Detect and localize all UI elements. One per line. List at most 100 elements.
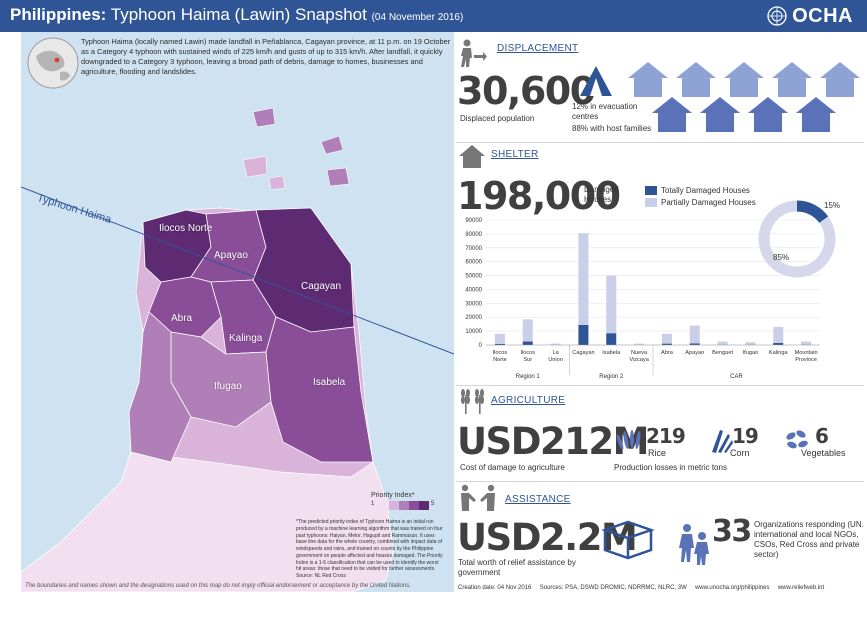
donut-total-pct: 15% bbox=[824, 201, 841, 210]
x-tick-label: La bbox=[552, 350, 559, 356]
map-island-3 bbox=[242, 155, 268, 178]
bar-totally-damaged bbox=[661, 343, 672, 345]
y-tick-label: 90000 bbox=[465, 218, 482, 224]
corn-icon bbox=[712, 430, 733, 453]
priority-legend-title: Priority Index* bbox=[371, 492, 415, 499]
agriculture-heading: AGRICULTURE bbox=[491, 395, 566, 406]
production-losses-label: Production losses in metric tons bbox=[614, 463, 727, 472]
x-tick-label: Apayao bbox=[685, 350, 704, 356]
legend-min-label: 1 bbox=[371, 501, 375, 507]
x-tick-label: Benguet bbox=[712, 350, 733, 356]
y-tick-label: 80000 bbox=[465, 232, 482, 238]
bar-totally-damaged bbox=[494, 343, 505, 345]
displacement-value: 30,600 bbox=[457, 69, 596, 113]
footer-creation-date: Creation date: 04 Nov 2016 bbox=[458, 585, 532, 591]
bar-partially-damaged bbox=[606, 275, 617, 334]
locator-globe-icon bbox=[27, 37, 79, 89]
section-divider bbox=[456, 142, 864, 143]
legend-swatch bbox=[379, 501, 389, 510]
displacement-label: Displaced population bbox=[460, 114, 535, 123]
house-icon bbox=[772, 62, 812, 97]
legend-max-label: 5 bbox=[431, 501, 435, 507]
group-label: Region 1 bbox=[516, 374, 541, 380]
priority-index-map bbox=[21, 107, 454, 592]
evac-centres-text: 12% in evacuation centres bbox=[572, 102, 638, 121]
priority-legend-scale: 1 5 bbox=[371, 501, 437, 510]
typhoon-track-line bbox=[21, 186, 454, 355]
x-tick-label: Norte bbox=[493, 357, 507, 363]
map-island-5 bbox=[268, 175, 286, 191]
province-label-ifugao: Ifugao bbox=[214, 381, 242, 392]
province-label-apayao: Apayao bbox=[214, 250, 248, 261]
legend-total-swatch bbox=[645, 185, 657, 195]
bar-partially-damaged bbox=[634, 343, 645, 345]
bar-partially-damaged bbox=[773, 326, 784, 343]
province-label-cagayan: Cagayan bbox=[301, 281, 342, 292]
assistance-label: Total worth of relief assistance by gove… bbox=[458, 558, 576, 577]
map-zone-south bbox=[21, 451, 394, 592]
y-tick-label: 70000 bbox=[465, 246, 482, 252]
house-icon bbox=[628, 62, 668, 97]
rice-value: 219 bbox=[646, 424, 686, 448]
bar-totally-damaged bbox=[522, 341, 533, 345]
bar-partially-damaged bbox=[578, 233, 589, 325]
bar-totally-damaged bbox=[689, 343, 700, 345]
map-panel: Typhoon Haima (locally named Lawin) made… bbox=[21, 32, 454, 592]
priority-footnote-text: *The predicted priority index of Typhoon… bbox=[296, 519, 443, 573]
y-tick-label: 0 bbox=[479, 343, 483, 349]
map-west-coast bbox=[128, 311, 192, 463]
priority-footnote-source: Source: NL Red Cross bbox=[296, 573, 346, 579]
bar-partially-damaged bbox=[801, 341, 812, 345]
map-disclaimer: The boundaries and names shown and the d… bbox=[25, 583, 411, 589]
province-label-isabela: Isabela bbox=[313, 377, 346, 388]
x-tick-label: Abra bbox=[661, 350, 674, 356]
y-tick-label: 50000 bbox=[465, 274, 482, 280]
section-divider bbox=[456, 385, 864, 386]
footer-link-ocha[interactable]: www.unocha.org/philippines bbox=[695, 585, 770, 591]
person-arrow-icon bbox=[461, 39, 487, 67]
province-label-ilocos-norte: Ilocos Norte bbox=[159, 223, 213, 234]
house-icon bbox=[676, 62, 716, 97]
y-tick-label: 60000 bbox=[465, 260, 482, 266]
organizations-label: Organizations responding (UN. internatio… bbox=[754, 520, 864, 559]
damaged-houses-chart: 0 10000 20000 30000 40000 50000 60000 70000 8000… bbox=[465, 218, 820, 380]
bar-totally-damaged bbox=[606, 333, 617, 345]
y-tick-label: 30000 bbox=[465, 301, 482, 307]
bar-partially-damaged bbox=[550, 343, 561, 345]
house-icon bbox=[748, 97, 788, 132]
section-divider bbox=[456, 481, 864, 482]
title-country: Philippines: bbox=[10, 5, 107, 24]
people-icon bbox=[679, 524, 709, 565]
priority-footnote: *The predicted priority index of Typhoon… bbox=[296, 519, 444, 580]
shelter-label: Damaged Houses bbox=[584, 185, 619, 204]
damage-share-donut bbox=[758, 200, 836, 278]
footer-sources: Sources: PSA, DSWD DROMIC, NDRRMC, NLRC,… bbox=[539, 585, 687, 591]
donut-total-ring bbox=[758, 200, 836, 278]
vegetables-value: 6 bbox=[815, 424, 829, 448]
organizations-count: 33 bbox=[712, 514, 752, 549]
x-tick-label: Vizcaya bbox=[629, 357, 649, 363]
province-label-abra: Abra bbox=[171, 313, 193, 324]
bar-partially-damaged bbox=[689, 325, 700, 344]
house-icon bbox=[796, 97, 836, 132]
shelter-heading: SHELTER bbox=[491, 149, 539, 160]
x-tick-label: Union bbox=[548, 357, 563, 363]
shelter-chart-legend: Totally Damaged Houses Partially Damaged… bbox=[645, 184, 756, 208]
rice-label: Rice bbox=[648, 448, 667, 458]
assistance-heading: ASSISTANCE bbox=[505, 494, 571, 505]
map-island-1 bbox=[252, 107, 276, 128]
ocha-logo-text: OCHA bbox=[792, 4, 853, 27]
map-island-4 bbox=[326, 167, 350, 187]
y-tick-label: 40000 bbox=[465, 287, 482, 293]
legend-swatch bbox=[419, 501, 429, 510]
house-icon bbox=[652, 97, 692, 132]
agriculture-value: USD212M bbox=[457, 420, 649, 463]
footer-link-reliefweb[interactable]: www.reliefweb.int bbox=[777, 585, 825, 591]
x-tick-label: Nueva bbox=[631, 350, 648, 356]
un-emblem-icon bbox=[767, 6, 787, 26]
x-tick-label: Ifugao bbox=[743, 350, 759, 356]
bar-partially-damaged bbox=[494, 333, 505, 344]
shelter-value: 198,000 bbox=[457, 174, 621, 218]
house-icon bbox=[459, 145, 485, 168]
corn-value: 19 bbox=[732, 424, 759, 448]
